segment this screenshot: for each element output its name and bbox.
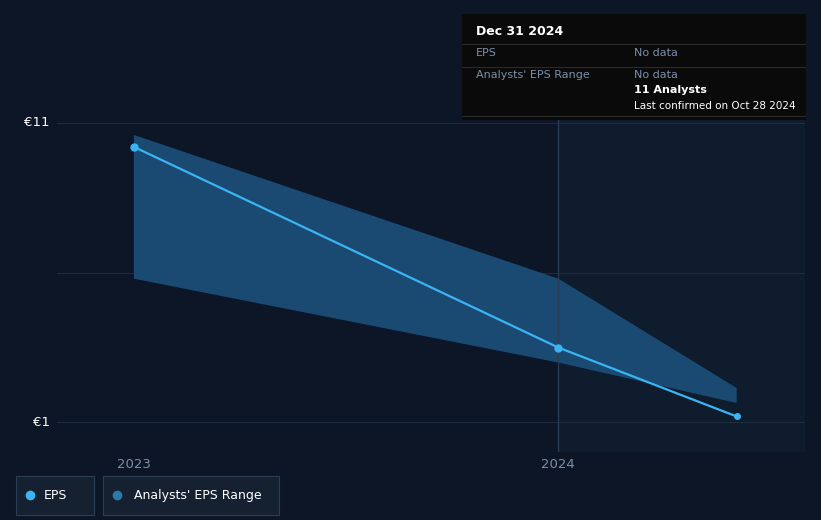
- Text: EPS: EPS: [44, 489, 67, 502]
- Text: €11: €11: [25, 116, 50, 129]
- Text: Actual: Actual: [516, 61, 555, 74]
- Text: Dec 31 2024: Dec 31 2024: [475, 24, 563, 37]
- Text: €1: €1: [33, 416, 50, 429]
- Text: EPS: EPS: [475, 48, 497, 58]
- Text: Analysts' EPS Range: Analysts' EPS Range: [475, 70, 589, 80]
- Text: No data: No data: [634, 70, 678, 80]
- Text: Analysts' EPS Range: Analysts' EPS Range: [135, 489, 262, 502]
- Bar: [558, 78, 805, 452]
- Polygon shape: [134, 135, 736, 403]
- Text: 11 Analysts: 11 Analysts: [634, 85, 707, 95]
- Text: No data: No data: [634, 48, 678, 58]
- Text: Last confirmed on Oct 28 2024: Last confirmed on Oct 28 2024: [634, 101, 796, 111]
- Text: Analysts Forecast: Analysts Forecast: [566, 61, 676, 74]
